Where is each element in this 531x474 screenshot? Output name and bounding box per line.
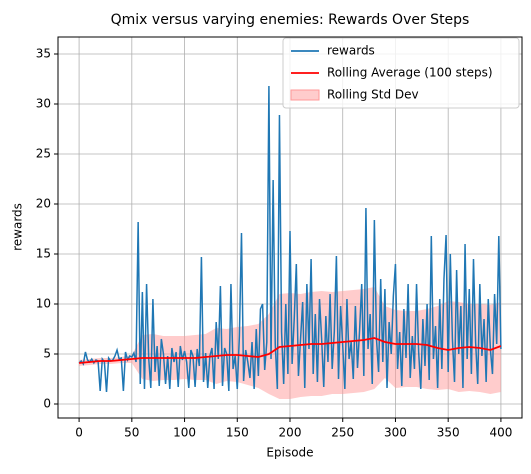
y-tick-label: 15 [36,247,51,261]
x-axis-label: Episode [266,446,313,460]
legend-label: Rolling Std Dev [327,88,419,102]
x-tick-label: 200 [279,426,302,440]
x-tick-label: 400 [489,426,512,440]
legend-swatch [290,89,320,101]
x-tick-label: 50 [124,426,139,440]
x-tick-label: 150 [226,426,249,440]
y-tick-label: 5 [43,347,51,361]
legend-label: Rolling Average (100 steps) [327,66,493,80]
y-tick-label: 30 [36,97,51,111]
y-tick-label: 0 [43,397,51,411]
legend-label: rewards [327,44,375,58]
line [79,337,502,364]
x-tick-label: 100 [173,426,196,440]
y-axis-label: rewards [11,203,25,251]
y-tick-label: 10 [36,297,51,311]
x-tick-label: 350 [437,426,460,440]
std-band [79,287,501,399]
x-tick-label: 300 [384,426,407,440]
y-tick-label: 35 [36,47,51,61]
y-tick-label: 20 [36,197,51,211]
x-tick-label: 250 [331,426,354,440]
plot-frame [57,36,523,419]
chart-title: Qmix versus varying enemies: Rewards Ove… [111,12,470,28]
x-tick-label: 0 [75,426,83,440]
y-tick-label: 25 [36,147,51,161]
legend: rewards Rolling Average (100 steps) Rollin… [282,37,520,109]
line [78,85,502,393]
legend-box [282,37,520,109]
